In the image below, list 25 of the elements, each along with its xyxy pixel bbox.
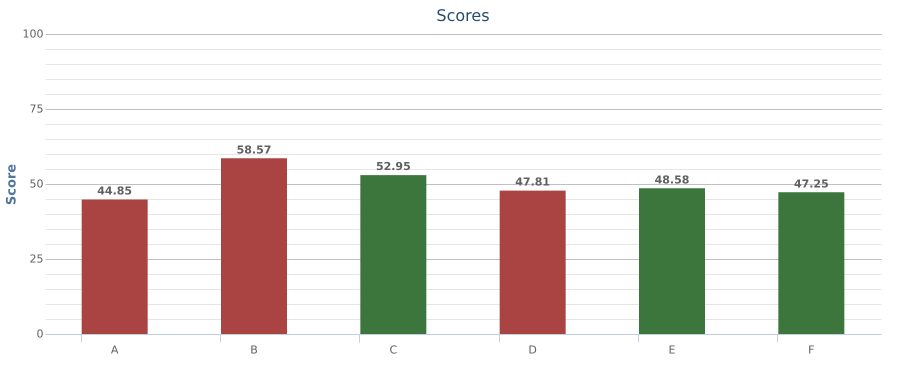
bar — [221, 158, 287, 334]
y-tick-label: 0 — [36, 328, 44, 340]
bar — [82, 199, 148, 334]
x-tick-label: D — [528, 344, 537, 356]
data-label: 47.81 — [515, 176, 550, 189]
chart-title: Scores — [436, 6, 490, 25]
bar — [500, 190, 566, 334]
x-tick-label: A — [110, 344, 119, 356]
data-label: 48.58 — [654, 173, 690, 186]
data-label: 58.57 — [236, 143, 272, 156]
data-label: 44.85 — [97, 184, 132, 198]
x-tick-label: E — [668, 344, 676, 356]
data-label: 47.25 — [794, 177, 829, 190]
x-tick-label: C — [389, 344, 398, 356]
y-axis-title: Score — [4, 164, 20, 206]
bar — [360, 175, 426, 334]
data-label: 52.95 — [376, 160, 411, 174]
bar — [639, 188, 705, 334]
y-tick-label: 50 — [30, 178, 44, 190]
y-tick-label: 75 — [30, 102, 44, 116]
x-tick-label: F — [808, 344, 814, 356]
y-tick-label: 25 — [30, 252, 44, 266]
bar — [778, 192, 844, 334]
y-tick-label: 100 — [22, 28, 44, 40]
x-tick-label: B — [250, 344, 258, 356]
